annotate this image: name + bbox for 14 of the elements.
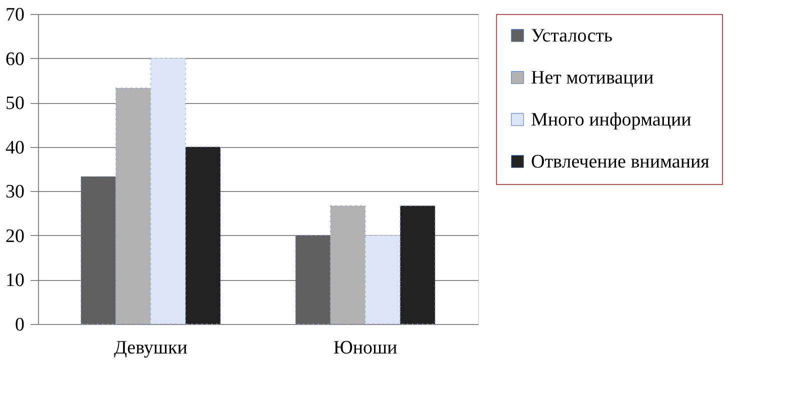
y-tick-label: 10 — [6, 270, 24, 292]
legend-label: Нет мотивации — [531, 68, 654, 88]
legend-label: Много информации — [531, 110, 692, 130]
legend-label: Усталость — [531, 26, 613, 46]
x-tick-label: Девушки — [114, 338, 188, 358]
y-tick-label: 0 — [15, 314, 24, 336]
x-tick-label: Юноши — [333, 338, 398, 358]
y-tick-label: 40 — [6, 137, 24, 158]
y-tick-label: 60 — [6, 48, 24, 70]
y-tick-label: 30 — [6, 182, 24, 203]
y-tick-label: 20 — [6, 226, 24, 247]
legend-label: Отвлечение внимания — [531, 152, 710, 172]
y-tick-label: 70 — [6, 4, 24, 26]
y-tick-label: 50 — [6, 93, 24, 114]
